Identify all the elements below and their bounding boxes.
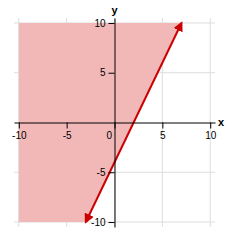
tick-label: 10: [205, 130, 217, 141]
tick-label: -10: [91, 217, 106, 228]
tick: -10: [91, 217, 114, 228]
tick-mark: [162, 123, 163, 129]
tick-label: 10: [94, 18, 106, 29]
tick: 0: [106, 123, 115, 141]
tick-label: -5: [97, 167, 106, 178]
grid: [14, 18, 215, 227]
tick: 5: [160, 123, 166, 141]
tick-mark: [67, 123, 68, 129]
tick-label: -10: [12, 130, 27, 141]
x-axis-label: x: [218, 116, 225, 128]
tick-label: -5: [63, 130, 72, 141]
x-axis: -10 -5 0 5 10: [12, 123, 217, 141]
tick-mark: [109, 73, 115, 74]
plot: -10-50510-10-5510xy: [12, 4, 225, 228]
tick-label: 5: [160, 130, 166, 141]
tick: -5: [63, 123, 72, 141]
tick-mark: [109, 172, 115, 173]
tick-label: 0: [106, 130, 112, 141]
tick-mark: [109, 222, 115, 223]
axis-line: [115, 19, 116, 228]
tick: 5: [100, 67, 115, 78]
y-axis: -10 -5 5 10: [91, 18, 115, 228]
tick: -5: [97, 167, 115, 178]
tick-mark: [19, 123, 20, 129]
tick: 10: [205, 123, 217, 141]
chart: -10-50510-10-5510xy: [0, 0, 229, 235]
tick-mark: [210, 123, 211, 129]
y-axis-label: y: [111, 4, 118, 16]
tick: 10: [94, 18, 114, 29]
tick: -10: [12, 123, 27, 141]
tick-mark: [109, 23, 115, 24]
tick-label: 5: [100, 67, 106, 78]
